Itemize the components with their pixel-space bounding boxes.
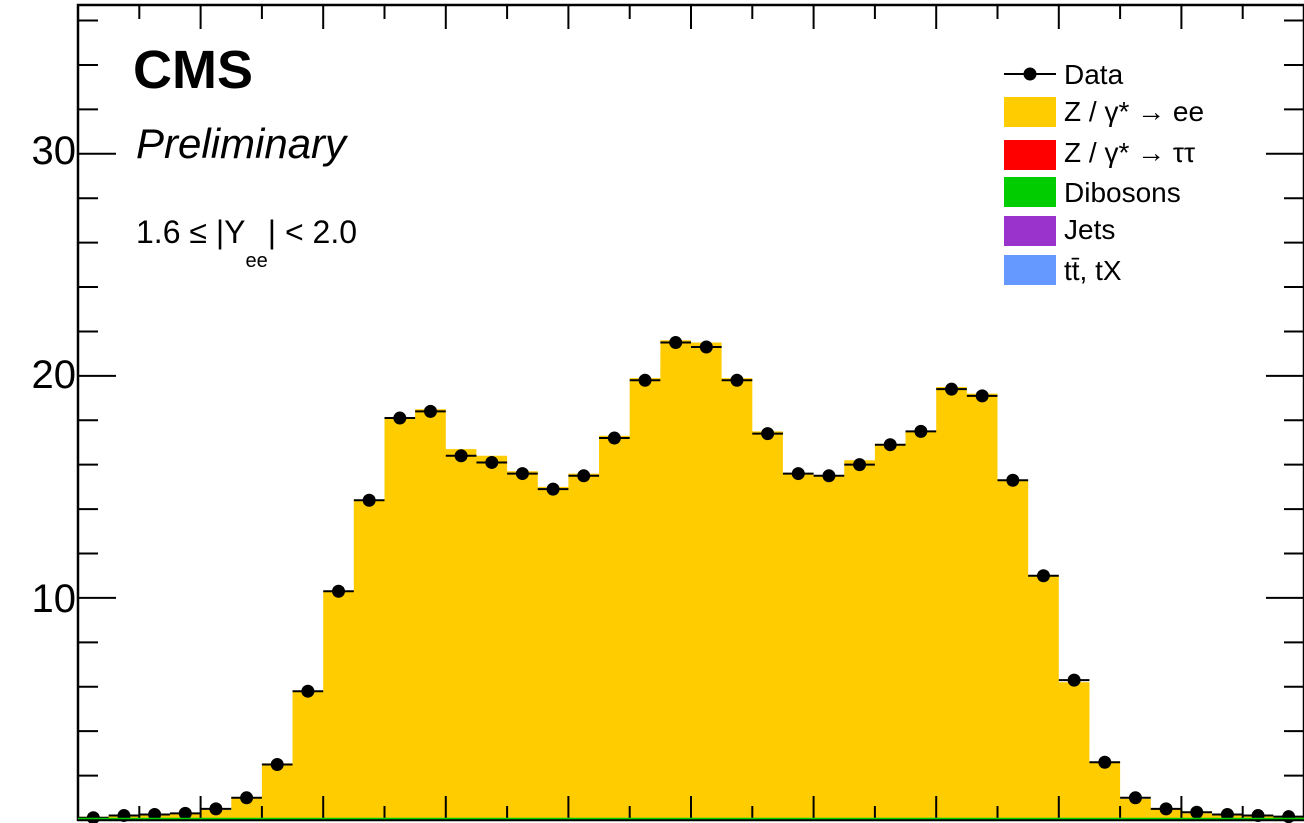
legend-swatch-dibosons: [1004, 177, 1056, 207]
data-marker: [1023, 67, 1037, 81]
legend-entry-z-tautau: Z / γ* → ττ: [1004, 137, 1195, 170]
data-point: [883, 438, 897, 452]
legend-label-z-ee: Z / γ* → ee: [1064, 96, 1204, 127]
data-point: [148, 807, 162, 821]
legend-entry-data: Data: [1004, 59, 1124, 90]
data-point: [669, 336, 683, 350]
legend-entry-dibosons: Dibosons: [1004, 177, 1181, 208]
data-point: [577, 469, 591, 483]
data-point: [454, 449, 468, 463]
data-point: [1159, 802, 1173, 816]
data-point: [270, 757, 284, 771]
legend: Data Z / γ* → ee Z / γ* → ττ Dibosons Je…: [1004, 59, 1204, 286]
region-label: 1.6 ≤ |Yee| < 2.0: [136, 214, 357, 272]
data-point: [638, 373, 652, 387]
data-point: [209, 802, 223, 816]
legend-entry-jets: Jets: [1004, 214, 1115, 246]
data-point: [761, 427, 775, 441]
z-ee-histogram: [78, 340, 1304, 820]
data-point: [1098, 755, 1112, 769]
x-axis-ticks: [138, 5, 1244, 820]
data-point: [914, 424, 928, 438]
data-point: [301, 684, 315, 698]
y-tick-label-30: 30: [32, 129, 77, 173]
legend-entry-ttbar: tt̄, tX: [1004, 255, 1122, 286]
legend-label-z-tautau: Z / γ* → ττ: [1064, 137, 1195, 168]
legend-label-data: Data: [1064, 59, 1124, 90]
legend-label-jets: Jets: [1064, 214, 1115, 245]
data-point: [332, 584, 346, 598]
legend-swatch-z-tautau: [1004, 140, 1056, 170]
data-point: [178, 806, 192, 820]
data-point: [822, 469, 836, 483]
data-point: [515, 467, 529, 481]
y-tick-label-20: 20: [32, 353, 77, 397]
y-tick-label-10: 10: [32, 577, 77, 621]
data-point: [362, 493, 376, 507]
status-label: Preliminary: [136, 120, 349, 167]
legend-swatch-jets: [1004, 216, 1056, 246]
data-point: [1006, 473, 1020, 487]
experiment-label: CMS: [133, 40, 253, 100]
data-point: [730, 373, 744, 387]
data-point: [975, 389, 989, 403]
data-point: [1128, 791, 1142, 805]
data-point: [1067, 673, 1081, 687]
data-point: [945, 382, 959, 396]
legend-entry-z-ee: Z / γ* → ee: [1004, 96, 1204, 127]
data-point: [791, 467, 805, 481]
data-point: [485, 455, 499, 469]
data-point: [699, 340, 713, 354]
legend-label-dibosons: Dibosons: [1064, 177, 1181, 208]
legend-label-ttbar: tt̄, tX: [1064, 255, 1122, 286]
data-point: [546, 482, 560, 496]
data-point: [240, 791, 254, 805]
y-axis-ticks: [78, 19, 1304, 777]
data-points: [86, 336, 1296, 823]
data-point: [607, 431, 621, 445]
legend-swatch-z-ee: [1004, 97, 1056, 127]
legend-swatch-ttbar: [1004, 255, 1056, 285]
data-point: [1190, 805, 1204, 819]
data-point: [1036, 569, 1050, 583]
data-point: [853, 458, 867, 472]
data-point: [393, 411, 407, 425]
data-point: [1220, 807, 1234, 821]
data-point: [423, 404, 437, 418]
